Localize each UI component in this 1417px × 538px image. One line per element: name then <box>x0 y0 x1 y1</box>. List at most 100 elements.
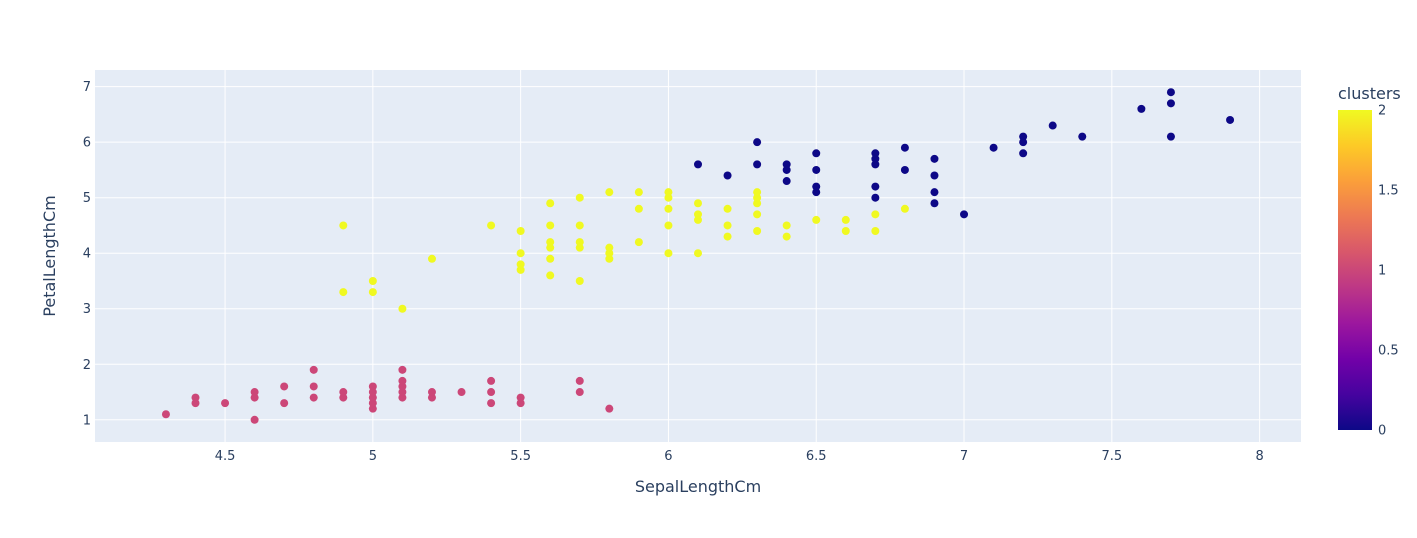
data-point <box>1019 132 1028 141</box>
data-point <box>900 165 909 174</box>
data-point <box>605 404 614 413</box>
x-tick-label: 6.5 <box>806 449 827 464</box>
data-point <box>516 393 525 402</box>
data-point <box>871 227 880 236</box>
data-point <box>723 232 732 241</box>
data-point <box>368 382 377 391</box>
data-point <box>694 215 702 224</box>
x-tick-label: 5.5 <box>510 449 531 464</box>
data-point <box>575 376 584 385</box>
y-tick-label: 3 <box>83 302 91 317</box>
data-point <box>753 138 762 147</box>
data-point <box>664 221 673 230</box>
data-point <box>812 188 821 197</box>
data-point <box>1166 99 1175 108</box>
data-point <box>782 160 791 169</box>
data-point <box>753 227 762 236</box>
x-axis-ticks: 4.5 5 5.5 6 6.5 7 7.5 8 <box>215 449 1264 464</box>
data-point <box>871 210 880 219</box>
data-point <box>309 382 318 391</box>
data-point <box>871 154 880 163</box>
data-point <box>368 393 377 402</box>
data-point <box>605 249 614 258</box>
data-point <box>368 399 377 408</box>
data-point <box>753 188 762 197</box>
data-point <box>368 388 377 397</box>
data-point <box>250 388 259 397</box>
y-tick-label: 2 <box>83 358 91 373</box>
data-point <box>841 215 850 224</box>
data-point <box>1019 138 1028 147</box>
data-point <box>723 204 732 213</box>
data-point <box>368 276 377 285</box>
x-tick-label: 7.5 <box>1101 449 1122 464</box>
data-point <box>516 249 525 258</box>
y-axis-ticks: 1 2 3 4 5 6 7 <box>83 80 91 428</box>
x-axis-title: SepalLengthCm <box>635 477 761 496</box>
y-tick-label: 7 <box>83 80 91 95</box>
data-point <box>339 288 348 297</box>
data-point <box>930 199 939 208</box>
data-point <box>634 238 643 247</box>
data-point <box>753 199 762 208</box>
data-point <box>871 193 880 202</box>
data-point <box>1048 121 1057 130</box>
data-point <box>516 260 525 269</box>
data-point <box>221 399 230 408</box>
data-point <box>960 210 969 219</box>
data-point <box>634 204 643 213</box>
data-point <box>398 393 407 402</box>
data-point <box>575 193 584 202</box>
data-point <box>664 188 673 197</box>
data-point <box>309 393 318 402</box>
data-point <box>575 276 584 285</box>
y-tick-label: 6 <box>83 136 91 151</box>
data-points <box>161 88 1235 424</box>
data-point <box>841 227 850 236</box>
data-point <box>398 304 407 313</box>
colorbar-tick-label: 2 <box>1378 104 1386 119</box>
data-point <box>398 365 407 374</box>
data-point <box>664 204 673 213</box>
data-point <box>664 193 673 202</box>
data-point <box>1226 115 1235 124</box>
data-point <box>339 221 348 230</box>
data-point <box>812 165 821 174</box>
data-point <box>339 393 348 402</box>
data-point <box>575 221 584 230</box>
data-point <box>427 393 436 402</box>
data-point <box>161 410 170 419</box>
data-point <box>782 177 791 186</box>
data-point <box>427 388 436 397</box>
x-tick-label: 6 <box>664 449 672 464</box>
data-point <box>930 171 939 180</box>
y-axis-title: PetalLengthCm <box>40 195 59 316</box>
data-point <box>339 388 348 397</box>
data-point <box>250 393 259 402</box>
data-point <box>723 171 732 180</box>
data-point <box>664 249 673 258</box>
data-point <box>546 199 555 208</box>
colorbar <box>1338 110 1372 430</box>
data-point <box>900 204 909 213</box>
data-point <box>191 399 200 408</box>
x-tick-label: 4.5 <box>215 449 236 464</box>
data-point <box>427 254 436 263</box>
colorbar-tick-label: 0 <box>1378 424 1386 439</box>
data-point <box>1166 132 1175 141</box>
data-point <box>753 210 762 219</box>
colorbar-tick-label: 1 <box>1378 264 1386 279</box>
data-point <box>546 243 555 252</box>
data-point <box>280 382 289 391</box>
y-tick-label: 4 <box>83 247 91 262</box>
data-point <box>516 265 525 274</box>
data-point <box>575 388 584 397</box>
data-point <box>634 188 643 197</box>
data-point <box>1078 132 1087 141</box>
data-point <box>487 399 496 408</box>
data-point <box>398 388 407 397</box>
colorbar-tick-label: 0.5 <box>1378 344 1399 359</box>
data-point <box>723 221 732 230</box>
